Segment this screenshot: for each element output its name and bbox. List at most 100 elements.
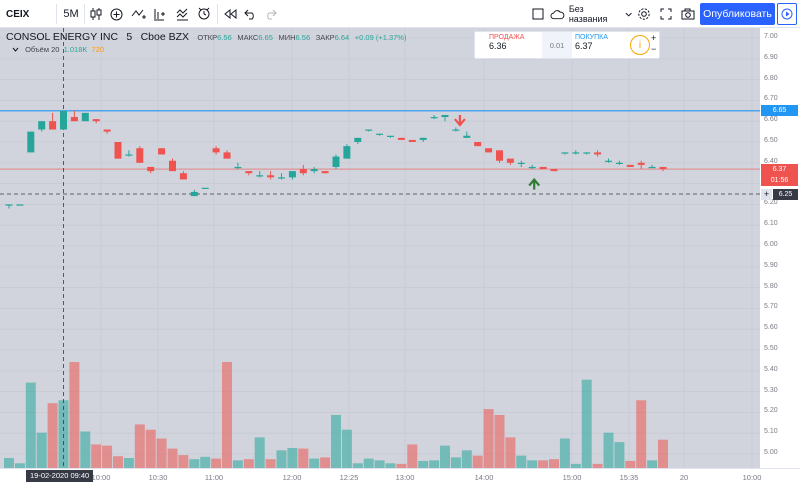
time-tick-label: 10:30 [148, 473, 168, 482]
volume-bar [603, 432, 614, 468]
volume-bar [243, 459, 254, 468]
candle-body [92, 119, 100, 122]
fullscreen-checkbox-icon[interactable] [530, 4, 546, 24]
time-tick-label: 11:00 [204, 473, 224, 482]
candle-body [387, 135, 394, 137]
decrease-button[interactable]: − [651, 44, 657, 54]
volume-bar [134, 424, 145, 468]
price-tick-label: 5.20 [764, 407, 778, 415]
symbol-label: CEIX [6, 8, 30, 20]
volume-bar [276, 450, 287, 468]
volume-bar [298, 448, 309, 468]
candle-body [517, 162, 525, 164]
alert-icon[interactable] [196, 4, 212, 24]
bar-countdown-badge: 01:56 [761, 174, 798, 186]
volume-bar [549, 459, 559, 468]
candle-body [299, 169, 307, 174]
financials-icon[interactable] [152, 4, 168, 24]
candle-body [190, 191, 198, 197]
candle-body [278, 177, 285, 179]
candle-body [626, 164, 634, 167]
volume-bar [363, 458, 374, 468]
volume-bar [4, 457, 14, 468]
price-tick-label: 5.80 [764, 282, 778, 290]
buy-button[interactable]: ПОКУПКА 6.37 [572, 32, 630, 58]
volume-bar [527, 460, 538, 468]
time-tick-label: 12:00 [282, 473, 302, 482]
candle-body [49, 121, 57, 130]
volume-bar [123, 457, 134, 468]
candle-body [16, 204, 24, 206]
price-axis[interactable] [760, 28, 800, 468]
volume-value: 1.018K [63, 45, 88, 54]
legend-title: CONSOL ENERGY INC [6, 31, 119, 43]
volume-bar [658, 439, 668, 468]
toolbar-divider [56, 4, 57, 24]
candle-body [419, 137, 427, 140]
volume-legend[interactable]: Объём 20 1.018K 720 [12, 45, 104, 54]
candle-body [201, 187, 209, 189]
candle-body [430, 117, 438, 119]
volume-bar [156, 438, 167, 468]
volume-bar [178, 455, 189, 468]
candle-body [365, 129, 373, 131]
volume-bar [461, 450, 472, 468]
candle-body [136, 148, 144, 163]
info-icon[interactable]: i [630, 35, 650, 55]
chart-pane[interactable] [0, 28, 760, 468]
volume-bar [647, 460, 658, 468]
camera-icon[interactable] [680, 4, 696, 24]
undo-icon[interactable] [242, 4, 258, 24]
publish-button[interactable]: Опубликовать [700, 3, 775, 25]
volume-bar [636, 400, 647, 468]
indicators-icon[interactable] [130, 4, 146, 24]
time-axis[interactable] [0, 468, 800, 487]
spread-value: 0.01 [542, 32, 572, 58]
volume-bar [570, 463, 581, 468]
candle-body [550, 169, 558, 172]
price-tick-label: 6.70 [764, 95, 778, 103]
candle-body [648, 166, 656, 169]
volume-bar [592, 463, 603, 468]
volume-bar [450, 457, 461, 468]
volume-bar [91, 444, 102, 468]
candle-body [212, 148, 220, 153]
increase-button[interactable]: + [651, 33, 657, 43]
volume-ma-value: 720 [91, 45, 105, 54]
low-label: МИН [278, 33, 296, 42]
replay-icon[interactable] [222, 4, 238, 24]
volume-bar [472, 455, 483, 468]
symbol-search[interactable]: CEIX [6, 4, 44, 24]
sell-signal-arrow-icon [454, 115, 466, 127]
play-button[interactable] [777, 3, 797, 25]
volume-bar [538, 460, 549, 468]
cloud-icon [550, 9, 565, 19]
candle-body [594, 152, 602, 155]
add-plus-button[interactable]: + [761, 188, 772, 200]
candles-icon[interactable] [88, 4, 104, 24]
level-price-badge: 6.65 [761, 105, 798, 117]
chart-canvas[interactable] [0, 28, 800, 468]
close-value: 6.64 [334, 33, 350, 42]
volume-bar [374, 460, 385, 468]
volume-bar [581, 379, 592, 468]
add-compare-icon[interactable] [108, 4, 124, 24]
sell-price: 6.36 [489, 41, 507, 51]
templates-icon[interactable] [174, 4, 190, 24]
redo-icon[interactable] [262, 4, 278, 24]
candle-body [354, 137, 362, 142]
fullscreen-icon[interactable] [658, 4, 674, 24]
sell-button[interactable]: ПРОДАЖА 6.36 [475, 32, 542, 58]
volume-bar [320, 457, 331, 468]
candle-body [169, 160, 176, 172]
legend-interval: 5 [126, 31, 133, 43]
volume-bar [113, 456, 123, 468]
layout-name-dropdown[interactable]: Без названия [550, 4, 632, 24]
toolbar-divider [217, 4, 218, 24]
settings-gear-icon[interactable] [636, 4, 652, 24]
price-tick-label: 6.50 [764, 137, 778, 144]
volume-bar [396, 463, 407, 468]
interval-label: 5M [63, 8, 79, 20]
price-tick-label: 6.10 [764, 220, 778, 228]
interval-button[interactable]: 5M [60, 4, 82, 24]
